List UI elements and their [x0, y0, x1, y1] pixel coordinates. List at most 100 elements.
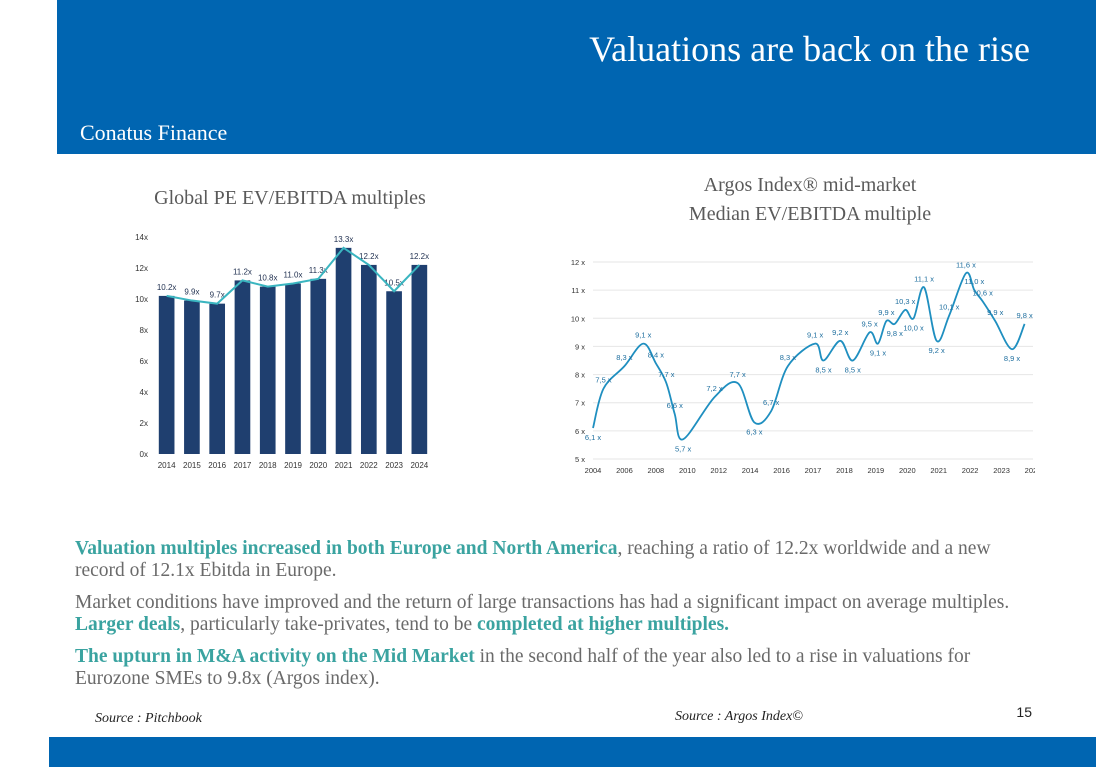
bar-data-label: 11.2x — [233, 267, 252, 276]
y-tick-label: 10x — [135, 295, 148, 304]
series-line — [592, 271, 1026, 441]
x-tick-label: 2020 — [899, 466, 916, 475]
point-data-label: 8,3 x — [780, 353, 797, 362]
y-tick-label: 11 x — [571, 286, 585, 295]
paragraph-1: Valuation multiples increased in both Eu… — [75, 538, 1035, 582]
paragraph-2-text-b: , particularly take-privates, tend to be — [180, 614, 477, 635]
point-data-label: 11,1 x — [914, 274, 934, 283]
line-chart: 5 x 6 x 7 x 8 x 9 x 10 x 11 x 12 x 2004 2006 2008 2… — [571, 258, 1035, 475]
y-tick-label: 7 x — [575, 399, 585, 408]
paragraph-1-text: , reaching a ratio of 12.2x worldwide an… — [75, 538, 991, 581]
footer-band — [49, 737, 1096, 767]
bar — [310, 278, 327, 454]
page-number: 15 — [1016, 704, 1032, 720]
x-tick-label: 2022 — [962, 466, 979, 475]
point-data-label: 9,5 x — [861, 319, 878, 328]
point-data-label: 9,8 x — [1016, 311, 1033, 320]
bar-data-label: 12.2x — [359, 252, 379, 261]
paragraph-2-highlight-1: Larger deals — [75, 614, 181, 635]
bar — [335, 247, 352, 454]
point-data-label: 7,7 x — [658, 370, 675, 379]
point-data-label: 6,1 x — [585, 433, 602, 442]
x-tick-label: 2014 — [158, 461, 176, 470]
y-tick-label: 2x — [140, 419, 148, 428]
paragraph-2-text-a: Market conditions have improved and the … — [75, 592, 1010, 613]
x-tick-label: 2018 — [836, 466, 853, 475]
x-tick-label: 2004 — [585, 466, 602, 475]
x-tick-label: 2010 — [679, 466, 696, 475]
slide-title: Valuations are back on the rise — [589, 29, 1030, 69]
x-tick-label: 2008 — [648, 466, 665, 475]
point-data-label: 9,9 x — [878, 308, 895, 317]
paragraph-3: The upturn in M&A activity on the Mid Ma… — [75, 646, 1035, 690]
y-tick-label: 0x — [140, 450, 148, 459]
bar — [411, 264, 428, 454]
bar — [209, 303, 226, 454]
bar-data-label: 10.8x — [258, 274, 278, 283]
point-data-label: 9,9 x — [987, 308, 1004, 317]
line-chart-title: Argos Index® mid-market — [703, 174, 917, 196]
point-data-label: 8,3 x — [616, 353, 633, 362]
point-data-label: 10,0 x — [903, 323, 924, 332]
y-tick-label: 8 x — [575, 371, 585, 380]
x-tick-label: 2016 — [773, 466, 790, 475]
y-tick-label: 6x — [140, 357, 148, 366]
point-data-label: 8,5 x — [845, 366, 862, 375]
y-tick-label: 8x — [140, 326, 148, 335]
y-tick-label: 14x — [135, 233, 148, 242]
point-data-label: 7,7 x — [729, 370, 746, 379]
bar-data-label: 11.3x — [309, 266, 328, 275]
bar — [234, 280, 251, 454]
point-data-label: 6,6 x — [667, 401, 684, 410]
bar-data-label: 10.2x — [157, 283, 177, 292]
x-tick-label: 2019 — [284, 461, 302, 470]
x-tick-label: 2022 — [360, 461, 378, 470]
point-data-label: 7,5 x — [595, 376, 612, 385]
x-tick-label: 2018 — [259, 461, 277, 470]
bar-data-label: 9.7x — [210, 291, 225, 300]
point-data-label: 10,1 x — [939, 302, 960, 311]
source-left: Source : Pitchbook — [95, 711, 202, 726]
x-tick-label: 2024 — [410, 461, 428, 470]
bar — [360, 264, 377, 454]
trend-line — [166, 246, 421, 305]
x-tick-label: 2006 — [616, 466, 633, 475]
bar — [158, 295, 175, 454]
x-tick-label: 2017 — [234, 461, 252, 470]
x-tick-label: 2016 — [208, 461, 226, 470]
y-tick-label: 12x — [135, 264, 148, 273]
x-tick-label: 2020 — [309, 461, 327, 470]
x-tick-label: 2023 — [385, 461, 403, 470]
point-data-label: 9,2 x — [832, 328, 849, 337]
bar-data-label: 12.2x — [410, 252, 430, 261]
paragraph-2: Market conditions have improved and the … — [75, 592, 1035, 636]
y-tick-label: 6 x — [575, 427, 585, 436]
bar — [386, 291, 402, 454]
source-right: Source : Argos Index© — [675, 709, 803, 724]
bar-chart-title: Global PE EV/EBITDA multiples — [154, 187, 426, 209]
bar-data-label: 9.9x — [184, 288, 199, 297]
x-tick-label: 2014 — [742, 466, 759, 475]
x-tick-label: 2012 — [710, 466, 727, 475]
point-data-label: 11,6 x — [956, 260, 976, 269]
point-data-label: 10,3 x — [895, 297, 916, 306]
brand-name: Conatus Finance — [80, 120, 228, 145]
x-tick-label: 2017 — [805, 466, 822, 475]
y-tick-label: 10 x — [571, 314, 585, 323]
line-chart-subtitle: Median EV/EBITDA multiple — [688, 203, 932, 225]
bar-data-label: 13.3x — [334, 235, 354, 244]
point-data-label: 9,1 x — [807, 331, 824, 340]
bar — [259, 286, 276, 454]
point-data-label: 8,5 x — [815, 366, 832, 375]
x-tick-label: 2024 — [1025, 466, 1035, 475]
point-data-label: 6,7 x — [763, 398, 780, 407]
paragraph-3-highlight: The upturn in M&A activity on the Mid Ma… — [75, 646, 475, 667]
bar-data-label: 10.5x — [384, 278, 404, 287]
header-band — [57, 0, 1096, 154]
point-data-label: 9,1 x — [635, 331, 652, 340]
point-data-label: 9,1 x — [870, 349, 887, 358]
point-data-label: 10,6 x — [972, 288, 993, 297]
y-tick-label: 5 x — [575, 455, 585, 464]
x-tick-label: 2023 — [993, 466, 1010, 475]
y-tick-label: 9 x — [575, 342, 585, 351]
